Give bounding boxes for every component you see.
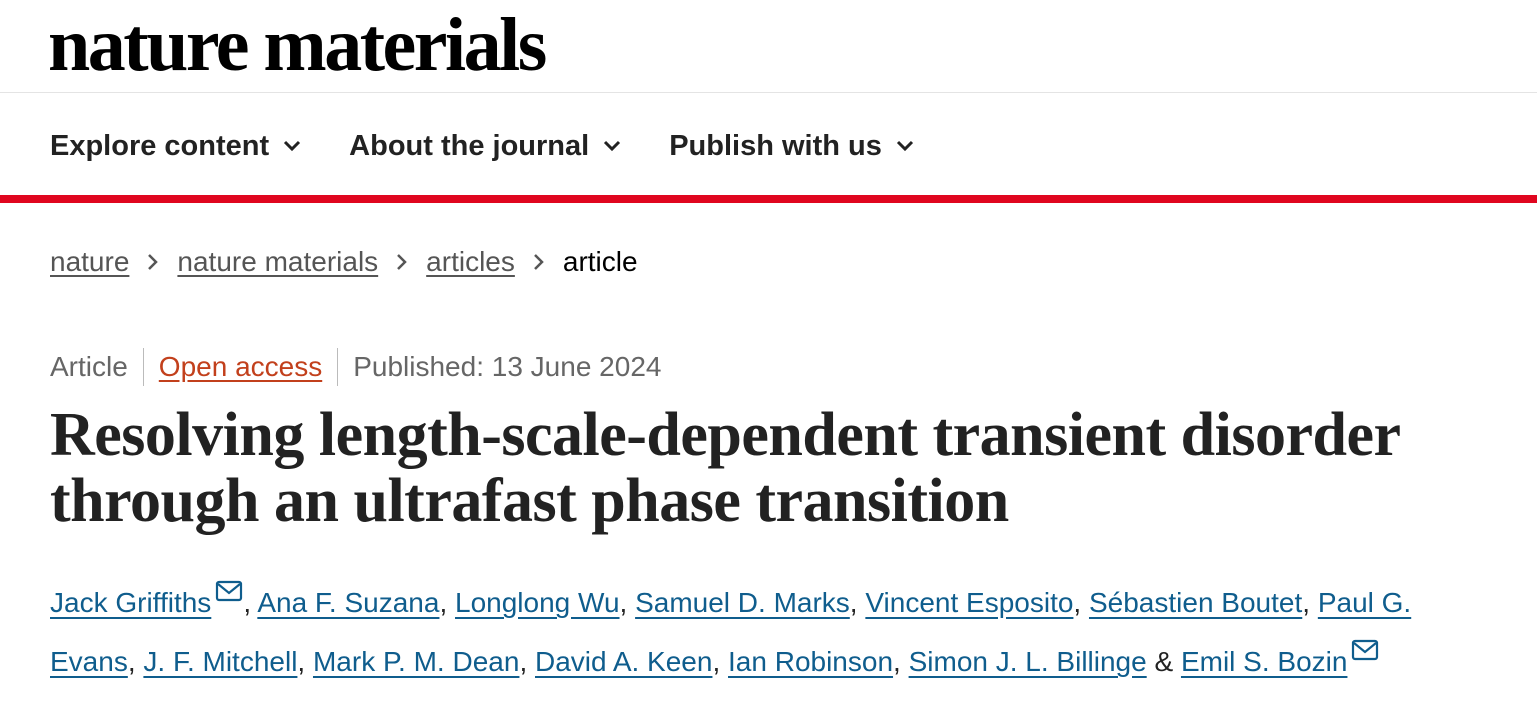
author-link[interactable]: Vincent Esposito xyxy=(865,587,1074,618)
author-separator: , xyxy=(893,646,901,677)
author-separator: , xyxy=(519,646,528,677)
separator xyxy=(337,348,339,386)
author-link[interactable]: Samuel D. Marks xyxy=(635,587,850,618)
email-icon[interactable] xyxy=(215,580,243,602)
author-separator: , xyxy=(297,646,306,677)
nav-label: About the journal xyxy=(349,130,590,162)
author-separator: , xyxy=(127,646,136,677)
author-list: Jack Griffiths, Ana F. Suzana, Longlong … xyxy=(50,573,1460,691)
author-link[interactable]: Mark P. M. Dean xyxy=(312,646,520,677)
author-link[interactable]: Emil S. Bozin xyxy=(1180,646,1348,677)
nav-label: Explore content xyxy=(50,130,270,162)
nav-label: Publish with us xyxy=(669,130,882,162)
separator xyxy=(142,348,144,386)
nav-item[interactable]: Explore content xyxy=(50,124,301,168)
logo[interactable]: nature materials xyxy=(48,3,547,87)
author-separator: , xyxy=(849,587,858,618)
author-link[interactable]: Ana F. Suzana xyxy=(257,587,440,618)
article-type: Article xyxy=(50,351,128,382)
author-link[interactable]: J. F. Mitchell xyxy=(143,646,298,677)
article-meta: Article Open access Published: 13 June 2… xyxy=(50,346,661,388)
nav-item[interactable]: Publish with us xyxy=(669,124,914,168)
email-icon[interactable] xyxy=(1351,639,1379,661)
nav-item[interactable]: About the journal xyxy=(349,124,621,168)
published-date: Published: 13 June 2024 xyxy=(353,351,662,382)
chevron-icon xyxy=(284,140,301,152)
accent-bar xyxy=(0,195,1537,203)
author-link[interactable]: Paul G. Evans xyxy=(50,587,1412,677)
breadcrumb-chevron xyxy=(397,254,407,270)
chevron-icon xyxy=(604,140,621,152)
author-separator: & xyxy=(1154,646,1174,677)
breadcrumb-link[interactable]: nature materials xyxy=(177,246,379,277)
author-link[interactable]: Sébastien Boutet xyxy=(1088,587,1303,618)
author-separator: , xyxy=(619,587,628,618)
author-link[interactable]: Simon J. L. Billinge xyxy=(908,646,1147,677)
author-separator: , xyxy=(1302,587,1311,618)
breadcrumb-current: article xyxy=(562,246,638,277)
author-separator: , xyxy=(439,587,448,618)
author-separator: , xyxy=(243,587,252,618)
author-separator: , xyxy=(712,646,721,677)
breadcrumb-chevron xyxy=(148,254,159,270)
author-link[interactable]: David A. Keen xyxy=(535,646,713,677)
main-nav: Explore content About the journal Publish … xyxy=(50,124,914,168)
breadcrumbs: nature nature materials articles article xyxy=(50,242,638,282)
open-access-link[interactable]: Open access xyxy=(158,351,323,382)
author-link[interactable]: Ian Robinson xyxy=(728,646,894,677)
breadcrumb-chevron xyxy=(533,254,544,270)
author-link[interactable]: Jack Griffiths xyxy=(50,587,212,618)
article-title: Resolving length-scale-dependent transie… xyxy=(50,401,1400,535)
author-separator: , xyxy=(1073,587,1082,618)
author-link[interactable]: Longlong Wu xyxy=(455,587,620,618)
breadcrumb-link[interactable]: nature xyxy=(50,246,130,277)
chevron-icon xyxy=(896,140,913,152)
divider xyxy=(0,92,1537,93)
breadcrumb-link[interactable]: articles xyxy=(426,246,515,277)
